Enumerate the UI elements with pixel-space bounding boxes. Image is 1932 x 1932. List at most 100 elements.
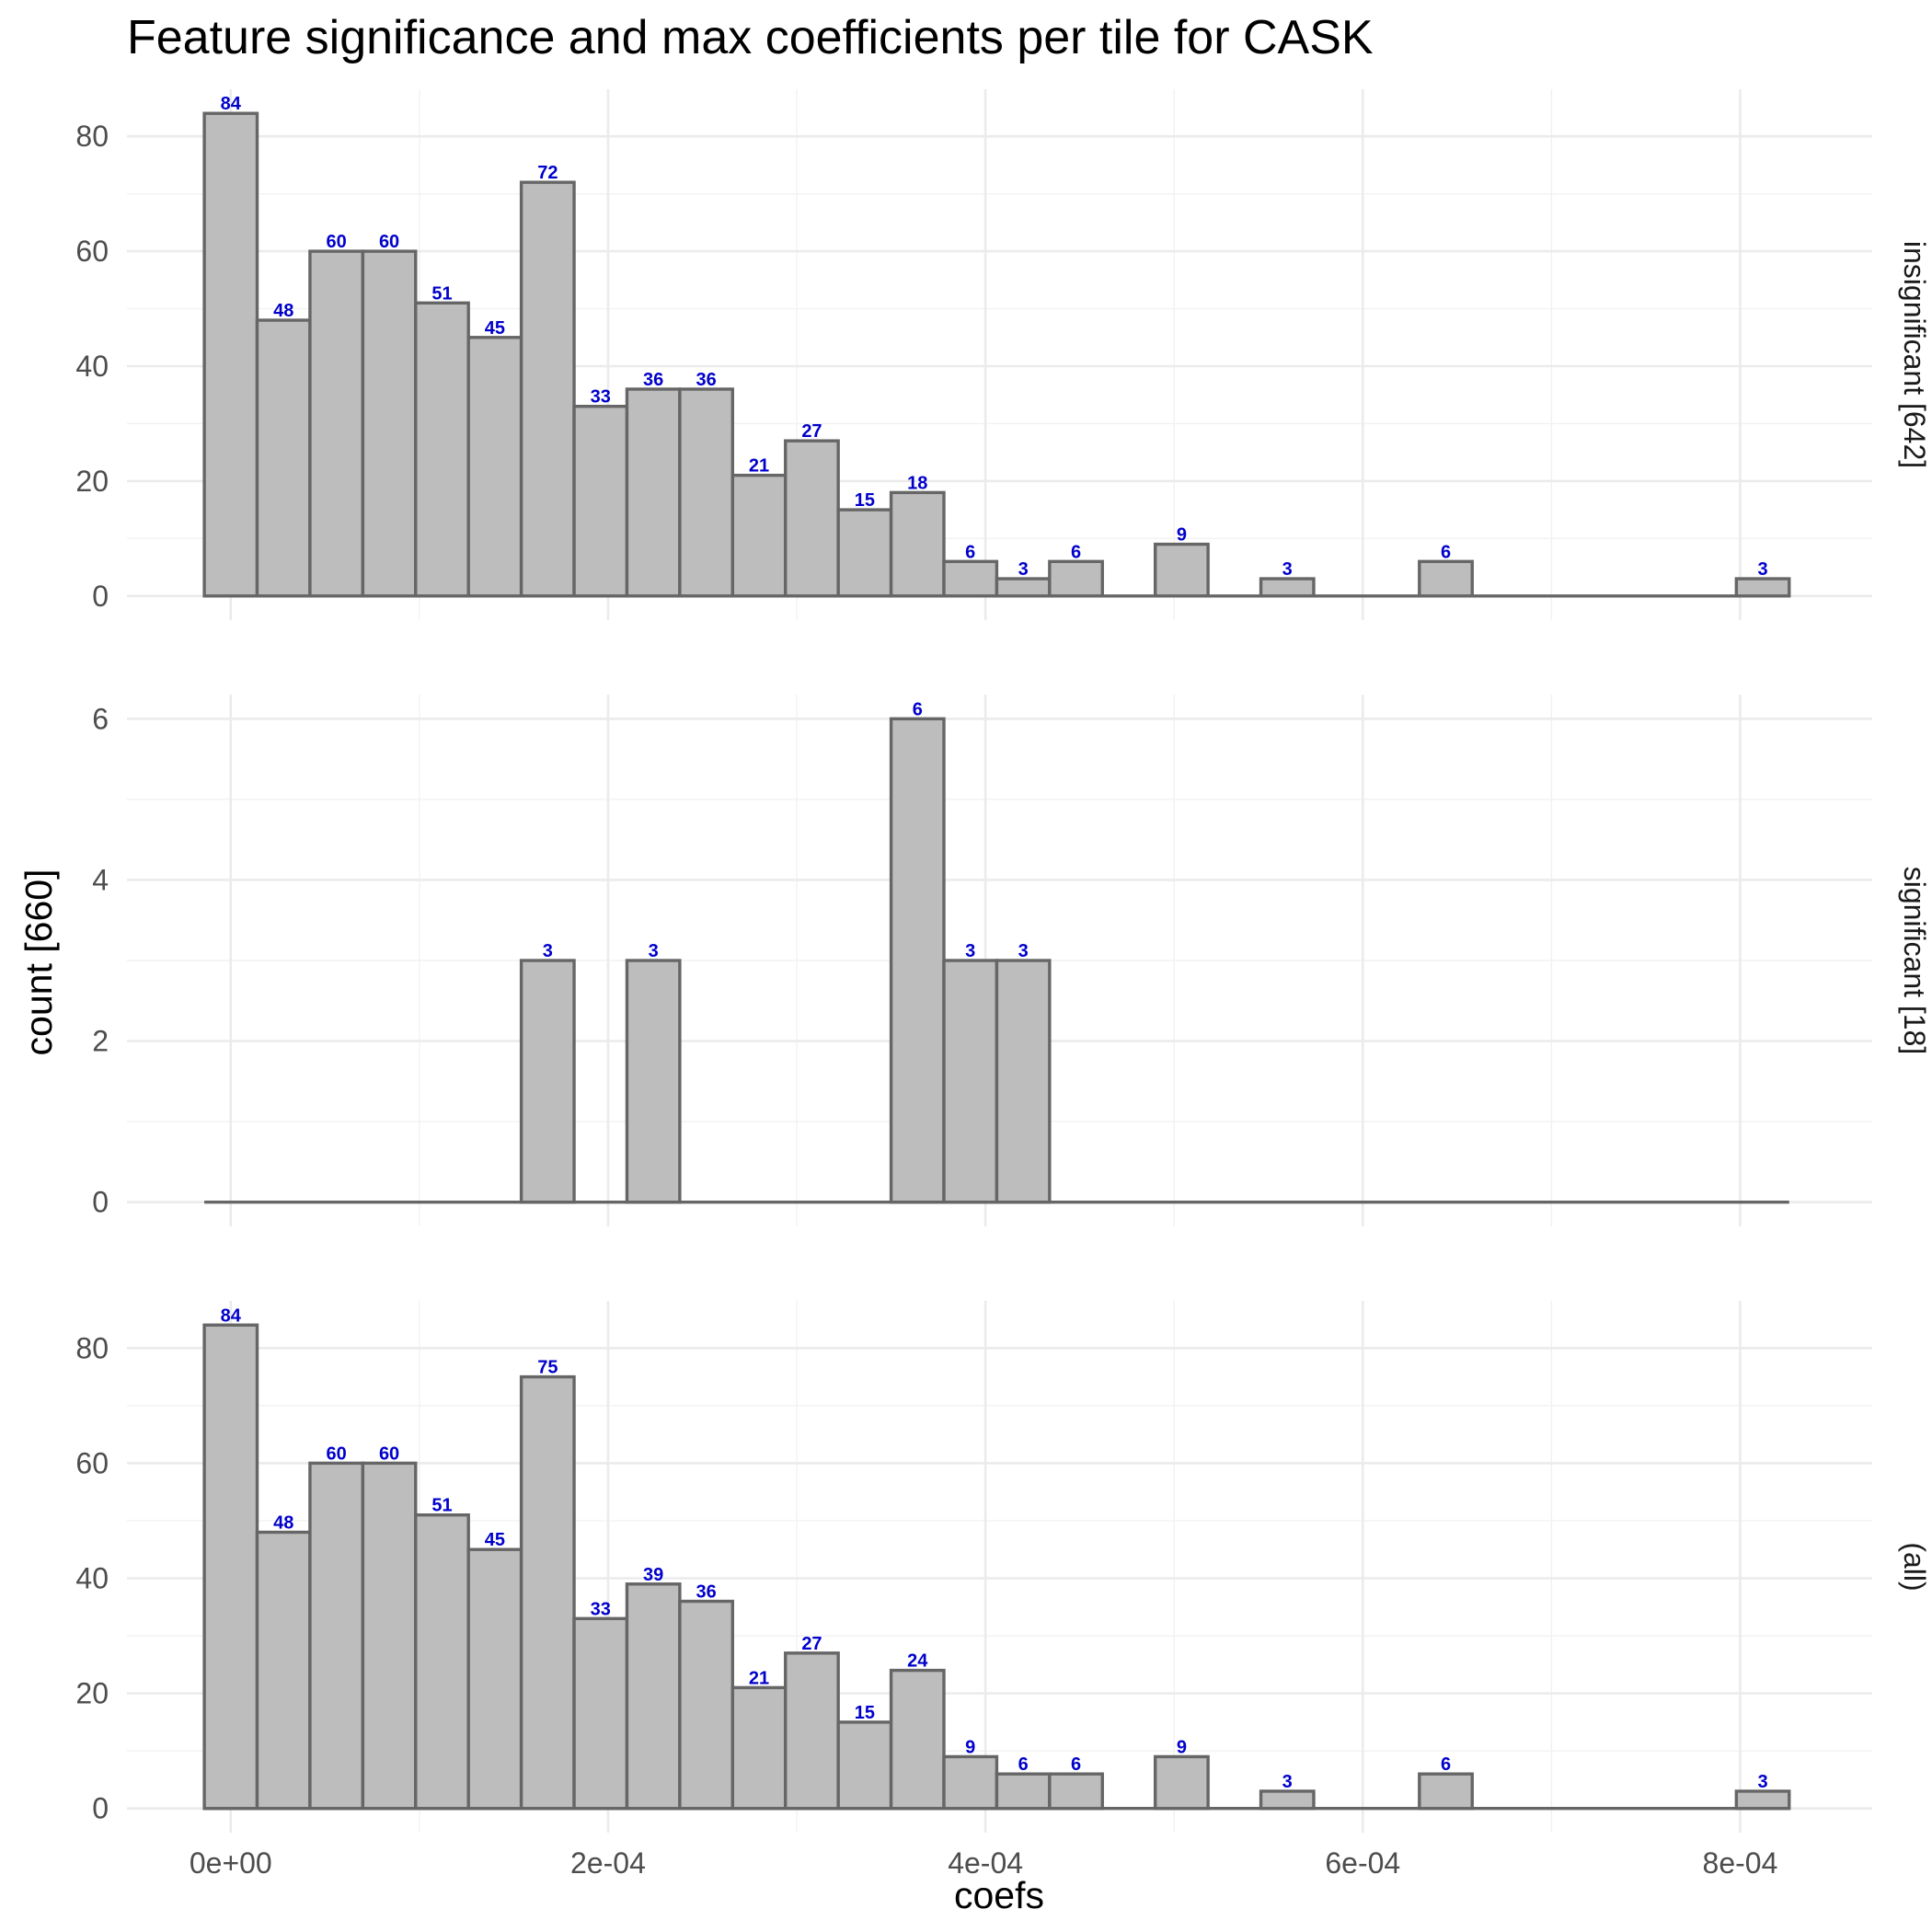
bar-value-label: 9 (965, 1737, 975, 1757)
bar-value-label: 9 (1177, 1737, 1187, 1757)
histogram-bar (255, 1530, 312, 1811)
histogram-bar (1153, 542, 1210, 598)
bar-value-label: 21 (749, 1668, 769, 1688)
x-tick-label: 8e-04 (1703, 1846, 1778, 1880)
bar-value-label: 60 (379, 232, 399, 252)
y-tick-label: 80 (75, 120, 109, 153)
bar-value-label: 6 (1441, 1754, 1451, 1775)
histogram-bar (1048, 559, 1104, 598)
y-tick-label: 4 (92, 863, 109, 896)
histogram-bar (1734, 577, 1791, 598)
x-tick-label: 4e-04 (948, 1846, 1023, 1880)
histogram-bar (361, 1461, 418, 1811)
histogram-bar (1048, 1772, 1104, 1811)
bar-value-label: 3 (1018, 559, 1029, 580)
y-tick-label: 6 (92, 702, 109, 735)
bar-value-label: 33 (591, 1599, 611, 1619)
histogram-bar (466, 1547, 523, 1811)
facet-strip-label: insignificant [642] (1898, 241, 1931, 468)
y-tick-label: 2 (92, 1025, 109, 1058)
bar-value-label: 45 (485, 1530, 505, 1550)
bar-value-label: 39 (643, 1565, 663, 1585)
histogram-bar (1734, 1789, 1791, 1811)
bar-value-label: 45 (485, 318, 505, 339)
histogram-bar (889, 490, 946, 598)
bar-value-label: 6 (965, 542, 975, 562)
bar-value-label: 27 (801, 421, 822, 442)
bar-value-label: 75 (537, 1358, 558, 1378)
histogram-bar (678, 387, 735, 598)
bar-value-label: 51 (431, 1496, 452, 1516)
histogram-bar (572, 1616, 629, 1811)
bar-value-label: 9 (1177, 525, 1187, 546)
bar-value-label: 48 (273, 1512, 293, 1533)
bar-value-label: 48 (273, 301, 293, 321)
bar-value-label: 3 (1018, 941, 1029, 961)
histogram-bar (625, 1582, 682, 1811)
bar-value-label: 60 (379, 1443, 399, 1464)
bar-value-label: 3 (1757, 559, 1767, 580)
bar-value-label: 3 (965, 941, 975, 961)
histogram-bar (202, 1323, 259, 1811)
histogram-bar (784, 439, 840, 598)
histogram-bar (678, 1599, 735, 1811)
histogram-bar (1418, 559, 1474, 598)
bar-value-label: 6 (1071, 542, 1081, 562)
y-tick-label: 60 (75, 1446, 109, 1479)
histogram-bar (1259, 1789, 1316, 1811)
y-tick-label: 20 (75, 465, 109, 498)
histogram-bar (1418, 1772, 1474, 1811)
y-tick-label: 80 (75, 1331, 109, 1364)
histogram-bar (414, 301, 470, 598)
y-tick-label: 60 (75, 235, 109, 268)
histogram-bar (255, 318, 312, 598)
bar-value-label: 60 (327, 232, 347, 252)
x-axis: 0e+00 2e-04 4e-04 6e-04 8e-04 (190, 1846, 1778, 1880)
histogram-bar (995, 577, 1052, 598)
histogram-bar (414, 1513, 470, 1811)
bar-value-label: 36 (643, 370, 663, 390)
histogram-bar (202, 111, 259, 598)
y-tick-label: 40 (75, 350, 109, 383)
bar-value-label: 3 (1757, 1772, 1767, 1792)
histogram-bar (625, 387, 682, 598)
histogram-bar (308, 249, 365, 598)
histogram-bar (942, 959, 999, 1204)
facet-strip-label: significant [18] (1898, 867, 1931, 1055)
y-axis-title: count [660] (17, 869, 60, 1056)
bar-value-label: 6 (913, 699, 923, 719)
histogram-bar (784, 1651, 840, 1811)
histogram-bar (361, 249, 418, 598)
bar-value-label: 6 (1071, 1754, 1081, 1775)
facet-strip-label: (all) (1898, 1542, 1931, 1591)
histogram-bar (466, 336, 523, 598)
histogram-bar (308, 1461, 365, 1811)
x-axis-title: coefs (954, 1874, 1044, 1916)
bar-value-label: 84 (221, 94, 242, 114)
bar-value-label: 36 (696, 370, 716, 390)
histogram-bar (1153, 1754, 1210, 1811)
histogram-bar (889, 717, 946, 1204)
bar-value-label: 15 (855, 490, 875, 511)
bar-value-label: 84 (221, 1305, 242, 1326)
bar-value-label: 27 (801, 1634, 822, 1654)
chart-title: Feature significance and max coefficient… (127, 11, 1374, 64)
y-tick-label: 40 (75, 1562, 109, 1595)
bar-value-label: 51 (431, 283, 452, 304)
x-tick-label: 6e-04 (1325, 1846, 1400, 1880)
bar-value-label: 6 (1441, 542, 1451, 562)
histogram-bar (519, 180, 576, 598)
bar-value-label: 33 (591, 387, 611, 408)
bar-value-label: 3 (1282, 1772, 1293, 1792)
histogram-bar (1259, 577, 1316, 598)
bar-value-label: 3 (649, 941, 659, 961)
bar-value-label: 18 (907, 473, 927, 493)
bar-value-label: 3 (1282, 559, 1293, 580)
histogram-bar (836, 508, 893, 598)
histogram-bar (942, 559, 999, 598)
histogram-bar (519, 959, 576, 1204)
histogram-bar (625, 959, 682, 1204)
panel-1: 0 2 4 6 3 3 6 3 3 significant [18] (92, 695, 1931, 1226)
